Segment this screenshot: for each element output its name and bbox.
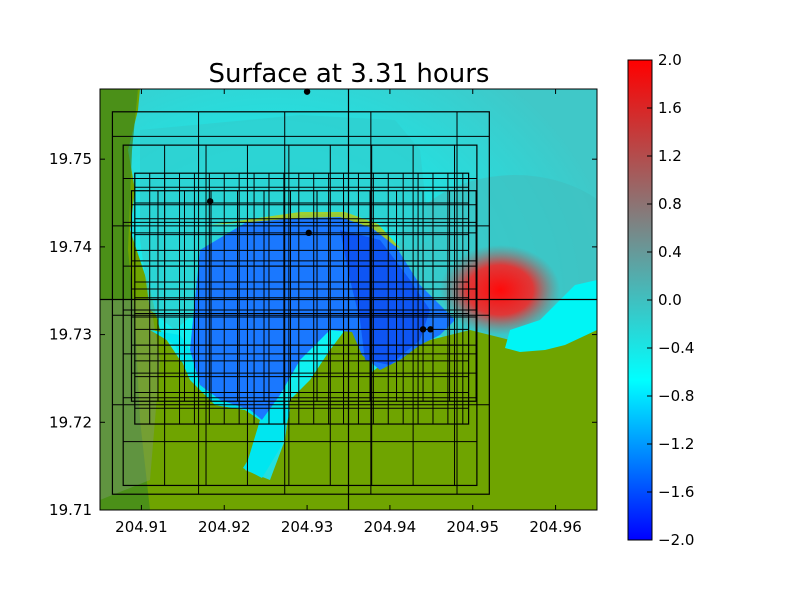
surge-field — [440, 245, 560, 335]
gauges — [206, 88, 434, 333]
crosshair-lines — [100, 89, 597, 510]
colorbar-tick-label: 0.0 — [658, 291, 682, 309]
colorbar-tick-label: 0.8 — [658, 195, 682, 213]
x-tick-label: 204.96 — [529, 518, 582, 536]
eastern-shoal-water — [505, 280, 597, 352]
x-tick-label: 204.91 — [115, 518, 168, 536]
colorbar-tick-label: −0.4 — [658, 339, 694, 357]
colorbar-tick-label: 1.2 — [658, 147, 682, 165]
colorbar-tick-label: −0.8 — [658, 387, 694, 405]
gauge-point — [206, 198, 214, 205]
gauge-point — [427, 326, 434, 333]
colorbar-tick-label: −1.2 — [658, 435, 694, 453]
y-axis: 19.71 19.72 19.73 19.74 19.75 — [49, 150, 597, 519]
shoreline-fringe — [210, 212, 400, 248]
plot-frame — [99, 88, 598, 511]
colorbar-tick-label: 1.6 — [658, 99, 682, 117]
x-tick-label: 204.93 — [281, 518, 334, 536]
colorbar-ticks: 2.0 1.6 1.2 0.8 0.4 0.0 −0.4 −0.8 −1.2 −1.6 −2.0 — [647, 51, 694, 549]
y-tick-label: 19.75 — [49, 150, 92, 168]
x-tick-label: 204.94 — [364, 518, 417, 536]
chart-title: Surface at 3.31 hours — [209, 59, 490, 89]
colorbar-tick-label: 0.4 — [658, 243, 682, 261]
x-axis: 204.91 204.92 204.93 204.94 204.95 204.96 — [115, 89, 582, 536]
amr-patch-1 — [111, 111, 490, 495]
y-tick-label: 19.71 — [49, 501, 92, 519]
amr-patch-4 — [134, 172, 470, 425]
land-west-slope — [100, 300, 160, 500]
amr-grid — [111, 111, 490, 495]
colorbar-tick-label: −2.0 — [658, 531, 694, 549]
y-tick-label: 19.74 — [49, 238, 92, 256]
gauge-point — [419, 326, 427, 333]
inlet-shallows — [150, 330, 290, 478]
y-tick-label: 19.73 — [49, 326, 92, 344]
colorbar: 2.0 1.6 1.2 0.8 0.4 0.0 −0.4 −0.8 −1.2 −1.6 −2.0 — [627, 51, 694, 549]
y-tick-label: 19.72 — [49, 413, 92, 431]
x-tick-label: 204.92 — [198, 518, 251, 536]
amr-patch-3 — [130, 190, 478, 402]
colorbar-tick-label: −1.6 — [658, 483, 694, 501]
gauge-point — [305, 229, 312, 237]
colorbar-tick-label: 2.0 — [658, 51, 682, 69]
plot-area — [100, 89, 597, 510]
x-tick-label: 204.95 — [447, 518, 500, 536]
